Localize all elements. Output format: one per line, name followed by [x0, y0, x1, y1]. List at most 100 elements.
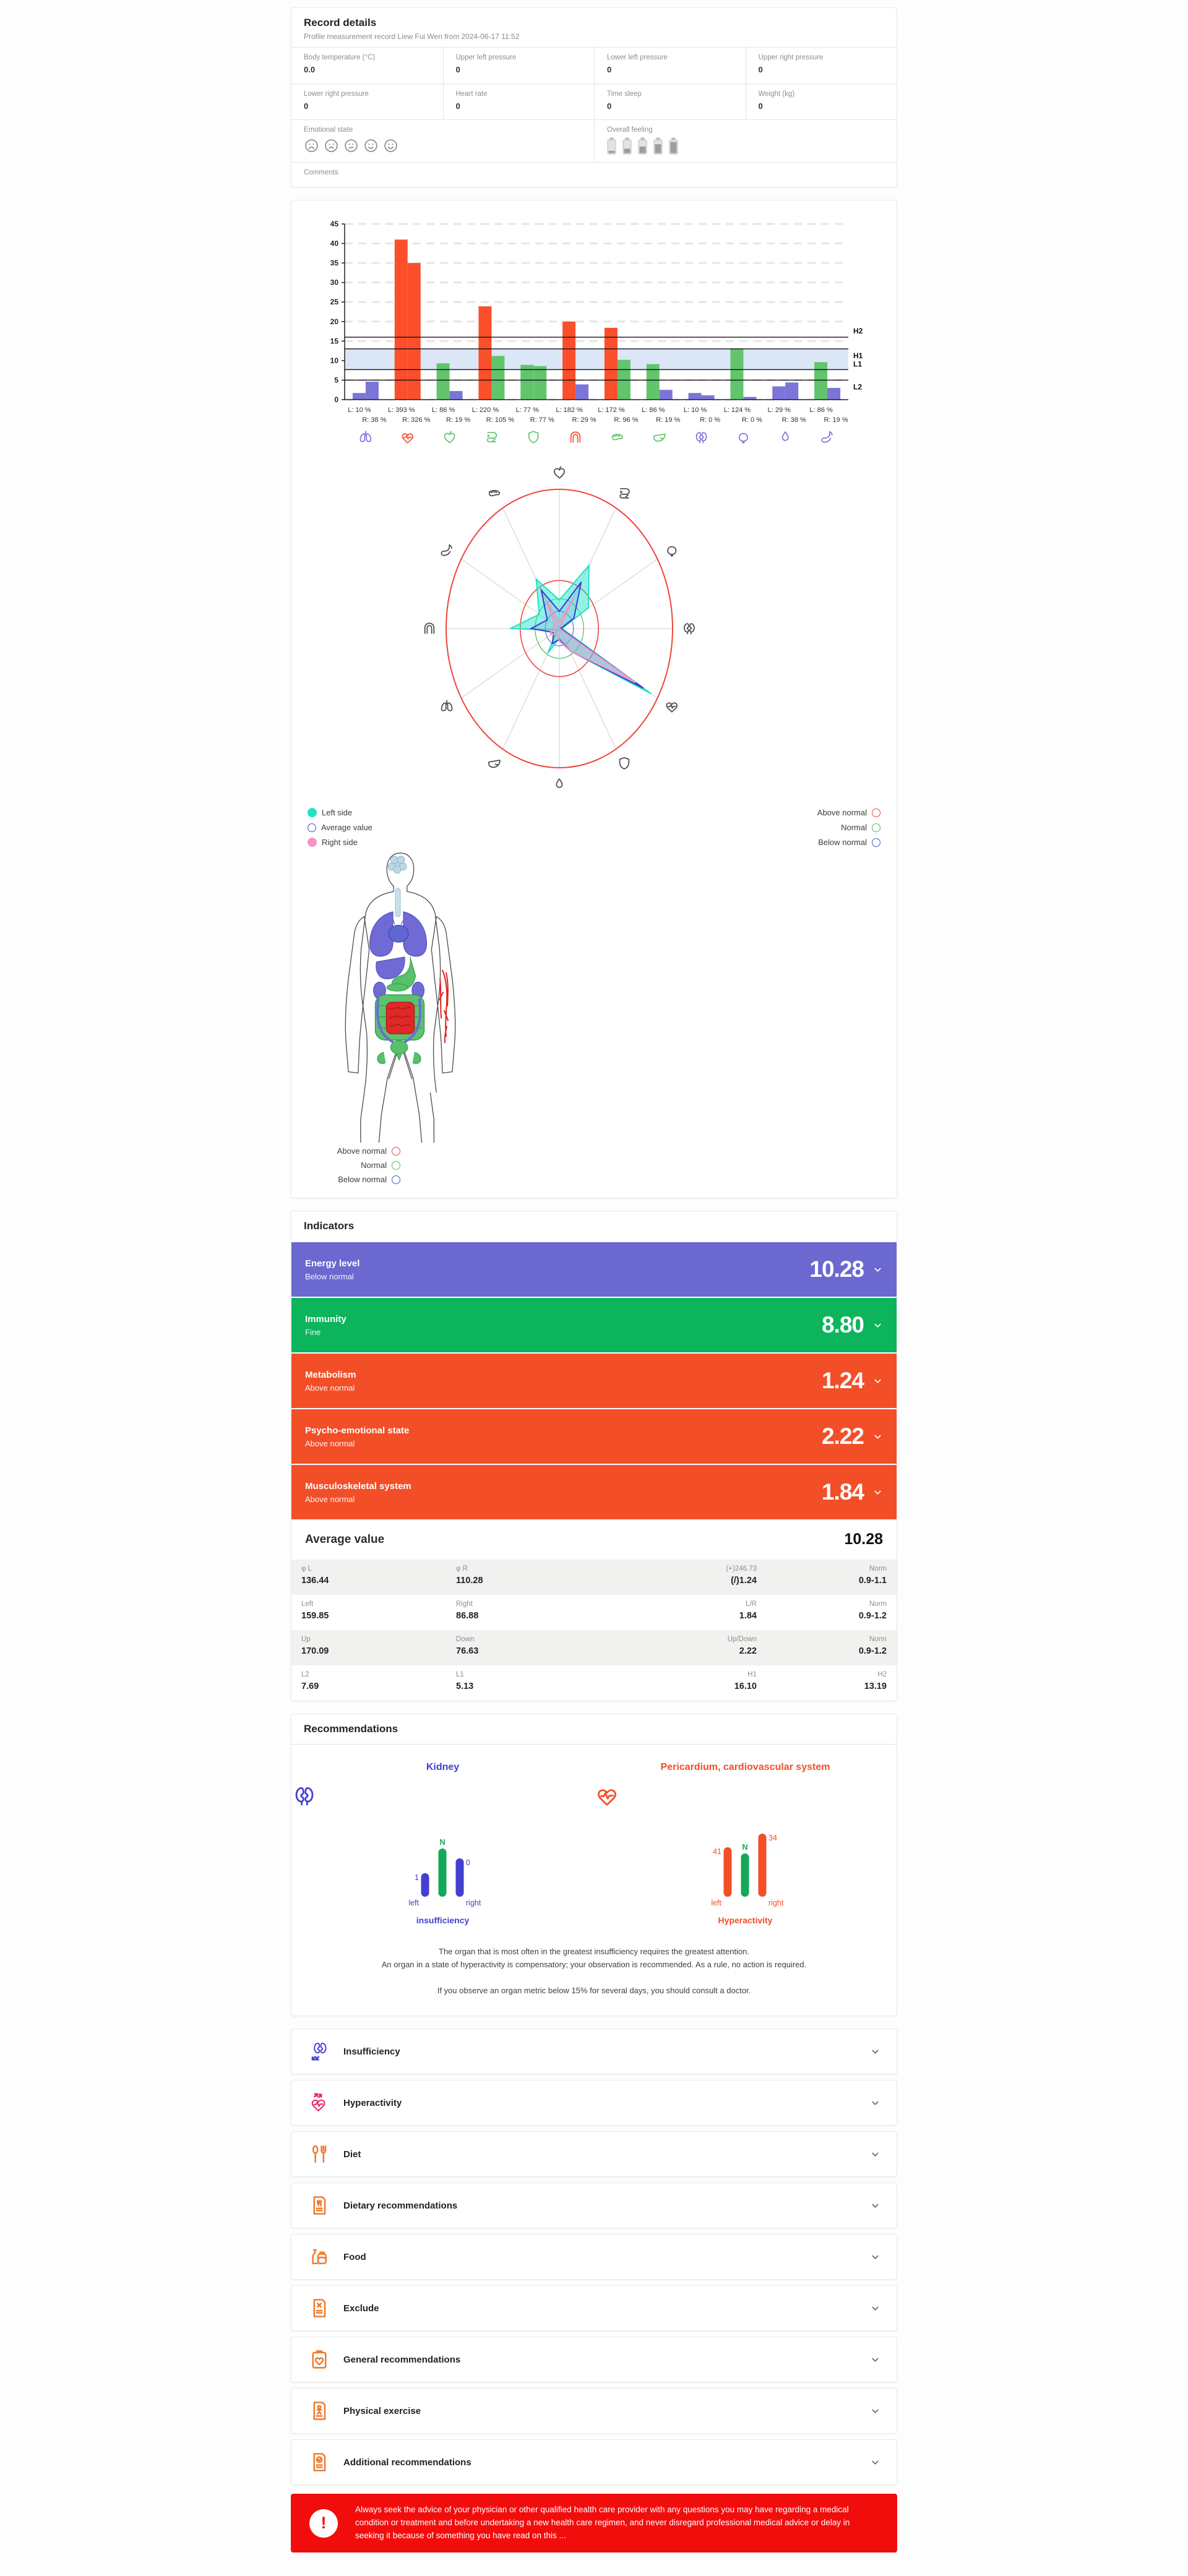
metric-value: 136.44: [301, 1576, 329, 1586]
bar-left-bladder: [730, 348, 744, 400]
metric-label: L1: [456, 1671, 464, 1678]
feeling-rating[interactable]: [607, 137, 884, 155]
emotion-rating[interactable]: [304, 138, 582, 153]
field-value: 0: [455, 65, 460, 74]
svg-text:L: 172 %: L: 172 %: [598, 406, 625, 414]
organ-radar-chart: [304, 458, 884, 799]
section-exclude[interactable]: Exclude: [291, 2285, 897, 2332]
indicator-row-energy-level[interactable]: Energy level Below normal 10.28: [291, 1242, 897, 1297]
metric-label: Norm: [869, 1565, 887, 1573]
pancreas-organ: [386, 983, 408, 992]
svg-text:41: 41: [713, 1847, 721, 1856]
section-physical-exercise[interactable]: Physical exercise: [291, 2388, 897, 2434]
metric-value: 170.09: [301, 1646, 329, 1656]
indicator-value: 8.80: [821, 1312, 864, 1337]
section-diet[interactable]: Diet: [291, 2131, 897, 2178]
field-upper-left-pressure: Upper left pressure 0: [442, 48, 595, 84]
disclaimer-text: Always seek the advice of your physician…: [355, 2505, 850, 2541]
field-time-sleep: Time sleep 0: [594, 84, 746, 119]
legend-label: Right side: [322, 838, 358, 847]
svg-text:R: 19 %: R: 19 %: [656, 416, 680, 424]
metric-h2: H2 13.19: [757, 1671, 887, 1694]
field-value: 0: [304, 101, 309, 111]
legend-label: Left side: [322, 808, 353, 817]
bar-left-colon: [562, 321, 576, 400]
indicator-row-musculoskeletal-system[interactable]: Musculoskeletal system Above normal 1.84: [291, 1465, 897, 1519]
bar-group-intestine: L: 220 % R: 105 %: [472, 306, 514, 442]
gallbladder-icon: [781, 431, 789, 441]
indicator-row-metabolism[interactable]: Metabolism Above normal 1.24: [291, 1354, 897, 1408]
intestine-icon: [619, 488, 630, 499]
bar-left-liver: [646, 364, 660, 400]
bar-right-lungs: [365, 381, 379, 400]
svg-text:R: 0 %: R: 0 %: [742, 416, 762, 424]
metric-value: 5.13: [456, 1681, 474, 1691]
metrics-table: φ L 136.44 φ R 110.28 (+)246.73 (/)1.24 Norm 0.…: [291, 1560, 897, 1701]
field-value: 0: [455, 101, 460, 111]
indicator-status: Above normal: [305, 1438, 355, 1448]
svg-text:5: 5: [334, 376, 338, 384]
chevron-down-icon: [874, 1435, 881, 1439]
metric-value: 0.9-1.2: [858, 1611, 887, 1621]
legend-item-below-normal: Below normal: [817, 838, 880, 847]
charts-card: 0 5 10 15 20 25 30 35 40 45 L: 10 % R: 38 % L: 393 %…: [291, 200, 897, 1198]
indicator-value: 2.22: [821, 1423, 864, 1449]
svg-text:L: 393 %: L: 393 %: [388, 406, 415, 414]
legend-item-normal: Normal: [817, 823, 880, 832]
indicator-row-immunity[interactable]: Immunity Fine 8.80: [291, 1298, 897, 1352]
section-additional-recommendations[interactable]: Additional recommendations: [291, 2439, 897, 2486]
svg-text:L: 182 %: L: 182 %: [556, 406, 583, 414]
section-general-recommendations[interactable]: General recommendations: [291, 2337, 897, 2383]
bar-left-immunity: [520, 364, 534, 400]
section-hyperactivity[interactable]: Hyperactivity: [291, 2080, 897, 2126]
metric-label: Right: [456, 1600, 473, 1608]
svg-text:L2: L2: [853, 382, 862, 391]
section-food[interactable]: Food: [291, 2234, 897, 2280]
bladder-organ: [377, 1040, 421, 1064]
body-legend-item-above-normal: Above normal: [312, 1146, 400, 1156]
section-label: Insufficiency: [343, 2046, 400, 2057]
legend-swatch: [872, 823, 880, 832]
metric-label: Norm: [869, 1636, 887, 1643]
svg-text:R: 38 %: R: 38 %: [782, 416, 806, 424]
bar-group-kidney: L: 10 % R: 0 %: [684, 393, 720, 444]
section-label: Physical exercise: [343, 2405, 421, 2416]
section-insufficiency[interactable]: Insufficiency: [291, 2029, 897, 2075]
field-label: Upper left pressure: [455, 54, 517, 61]
chevron-down-icon: [874, 1268, 881, 1272]
indicator-row-psycho-emotional-state[interactable]: Psycho-emotional state Above normal 2.22: [291, 1409, 897, 1464]
metric-norm: Norm 0.9-1.1: [757, 1565, 887, 1588]
record-details-header: Record details Profile measurement recor…: [291, 8, 897, 47]
colon-icon: [570, 431, 581, 443]
bar-right-pericardium: [407, 263, 421, 400]
section-dietary-recommendations[interactable]: Dietary recommendations: [291, 2183, 897, 2229]
metric-label: H2: [877, 1671, 887, 1678]
doc-x-icon: [313, 2299, 326, 2318]
indicator-status: Below normal: [305, 1271, 354, 1281]
metrics-table-row: Up 170.09 Down 76.63 Up/Down 2.22 Norm 0.9-1.2: [291, 1630, 897, 1665]
mini-bar-chart: 1 N 0 left right: [408, 1838, 481, 1907]
liver-icon: [488, 760, 501, 768]
recommendation-panel-pericardium: Pericardium, cardiovascular system 41 N 34 l…: [594, 1762, 897, 1925]
section-label: General recommendations: [343, 2354, 461, 2365]
field-value: 0: [758, 101, 763, 111]
bar-right-stomach: [827, 388, 841, 400]
metric-norm: Norm 0.9-1.2: [757, 1600, 887, 1623]
radar-chart-svg: [424, 466, 695, 788]
svg-text:20: 20: [330, 317, 339, 326]
metric-value: 2.22: [739, 1646, 757, 1656]
liver-organ: [376, 956, 405, 979]
bar-right-kidney: [701, 395, 715, 400]
svg-text:L: 220 %: L: 220 %: [472, 406, 499, 414]
svg-text:R: 77 %: R: 77 %: [530, 416, 554, 424]
chevron-down-icon: [872, 2101, 879, 2105]
battery-level-5-icon: [669, 137, 678, 155]
chevron-down-icon: [872, 2460, 879, 2465]
legend-item-above-normal: Above normal: [817, 808, 880, 817]
field-emotional-state: Emotional state: [291, 119, 594, 162]
svg-text:L: 10 %: L: 10 %: [348, 406, 371, 414]
field-label: Lower left pressure: [607, 54, 668, 61]
svg-text:R: 105 %: R: 105 %: [486, 416, 514, 424]
svg-text:right: right: [768, 1899, 784, 1907]
metric-label: φ L: [301, 1565, 312, 1573]
